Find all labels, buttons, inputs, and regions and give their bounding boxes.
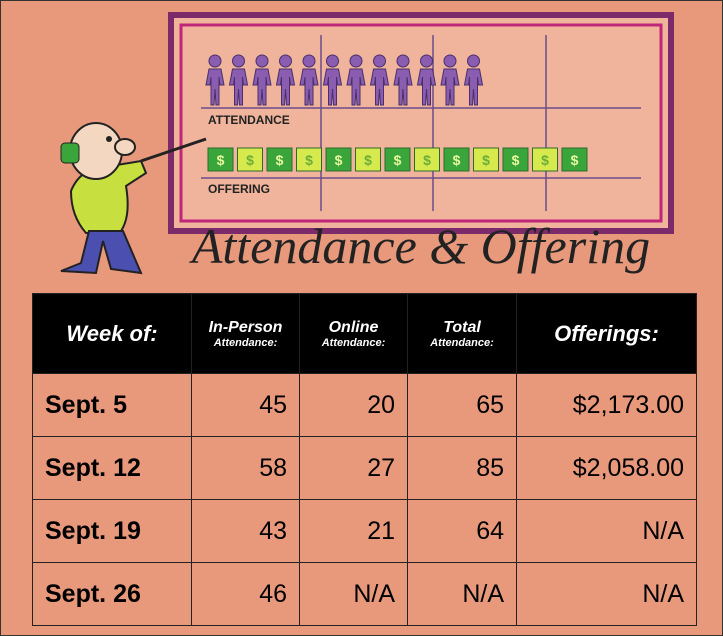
person-head xyxy=(256,55,268,67)
table-cell: 45 xyxy=(192,374,300,437)
header-cell: OnlineAttendance: xyxy=(300,294,408,374)
person-head xyxy=(421,55,433,67)
money-symbol: $ xyxy=(246,152,254,168)
header-cell: TotalAttendance: xyxy=(408,294,517,374)
header-subtitle: Attendance: xyxy=(312,337,395,349)
money-symbol: $ xyxy=(394,152,402,168)
header-cell: Offerings: xyxy=(517,294,697,374)
person-head xyxy=(280,55,292,67)
page: $ $ $ $ $ $ $ $ $ $ $ $ $ ATTENDANCE OFFERING Attend… xyxy=(0,0,723,636)
chart-label: ATTENDANCE xyxy=(208,113,290,127)
person-head xyxy=(327,55,339,67)
header-cell: Week of: xyxy=(33,294,192,374)
money-symbol: $ xyxy=(335,152,343,168)
header-title: Online xyxy=(312,319,395,337)
header-subtitle: Attendance: xyxy=(204,337,287,349)
table-cell: Sept. 26 xyxy=(33,563,192,626)
table-cell: 43 xyxy=(192,500,300,563)
person-head xyxy=(444,55,456,67)
table-cell: N/A xyxy=(517,563,697,626)
table-cell: 64 xyxy=(408,500,517,563)
table-cell: Sept. 5 xyxy=(33,374,192,437)
table-cell: 27 xyxy=(300,437,408,500)
header-title: Offerings: xyxy=(529,321,684,347)
person-head xyxy=(374,55,386,67)
banner-title: Attendance & Offering xyxy=(189,218,650,274)
money-symbol: $ xyxy=(364,152,372,168)
header-subtitle: Attendance: xyxy=(420,337,504,349)
table-cell: 58 xyxy=(192,437,300,500)
money-symbol: $ xyxy=(453,152,461,168)
person-head xyxy=(350,55,362,67)
header-title: In-Person xyxy=(204,319,287,337)
money-symbol: $ xyxy=(571,152,579,168)
header-cell: In-PersonAttendance: xyxy=(192,294,300,374)
header-title: Total xyxy=(420,319,504,337)
table-cell: 21 xyxy=(300,500,408,563)
person-head xyxy=(303,55,315,67)
money-symbol: $ xyxy=(512,152,520,168)
chart-label: OFFERING xyxy=(208,182,270,196)
table-cell: $2,173.00 xyxy=(517,374,697,437)
table-cell: Sept. 19 xyxy=(33,500,192,563)
money-symbol: $ xyxy=(541,152,549,168)
person-head xyxy=(397,55,409,67)
table-cell: 85 xyxy=(408,437,517,500)
person-head xyxy=(209,55,221,67)
money-symbol: $ xyxy=(276,152,284,168)
header-title: Week of: xyxy=(45,321,179,347)
table-cell: 20 xyxy=(300,374,408,437)
money-symbol: $ xyxy=(217,152,225,168)
money-symbol: $ xyxy=(423,152,431,168)
table-cell: N/A xyxy=(517,500,697,563)
person-head xyxy=(233,55,245,67)
money-symbol: $ xyxy=(305,152,313,168)
table-cell: 65 xyxy=(408,374,517,437)
table-cell: N/A xyxy=(408,563,517,626)
person-head xyxy=(468,55,480,67)
table-cell: N/A xyxy=(300,563,408,626)
table-cell: 46 xyxy=(192,563,300,626)
table-cell: Sept. 12 xyxy=(33,437,192,500)
table-cell: $2,058.00 xyxy=(517,437,697,500)
banner: $ $ $ $ $ $ $ $ $ $ $ $ $ ATTENDANCE OFFERING Attend… xyxy=(1,1,722,291)
money-symbol: $ xyxy=(482,152,490,168)
